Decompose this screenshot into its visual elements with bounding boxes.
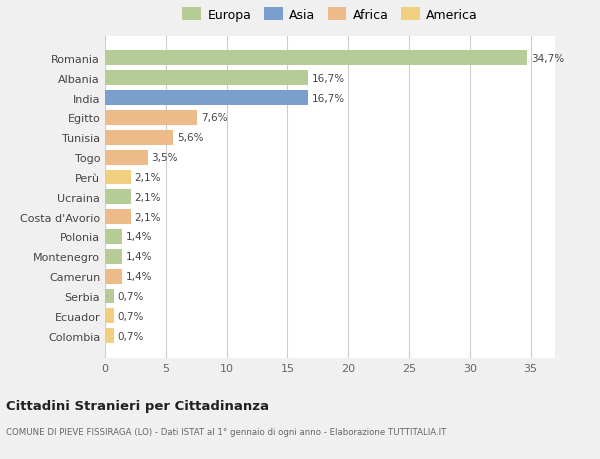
Bar	[105, 329, 113, 343]
Bar	[105, 269, 122, 284]
Text: 1,4%: 1,4%	[125, 232, 152, 242]
Bar	[105, 91, 308, 106]
Text: 16,7%: 16,7%	[312, 93, 345, 103]
Text: 2,1%: 2,1%	[134, 212, 161, 222]
Bar	[105, 170, 131, 185]
Bar	[105, 230, 122, 244]
Bar	[105, 151, 148, 165]
Bar	[105, 190, 131, 205]
Bar	[105, 289, 113, 304]
Bar	[105, 249, 122, 264]
Bar	[105, 111, 197, 126]
Text: 2,1%: 2,1%	[134, 173, 161, 183]
Text: 5,6%: 5,6%	[177, 133, 203, 143]
Text: 7,6%: 7,6%	[201, 113, 227, 123]
Bar	[105, 71, 308, 86]
Bar	[105, 130, 173, 146]
Text: Cittadini Stranieri per Cittadinanza: Cittadini Stranieri per Cittadinanza	[6, 399, 269, 412]
Text: COMUNE DI PIEVE FISSIRAGA (LO) - Dati ISTAT al 1° gennaio di ogni anno - Elabora: COMUNE DI PIEVE FISSIRAGA (LO) - Dati IS…	[6, 427, 446, 436]
Text: 16,7%: 16,7%	[312, 73, 345, 84]
Text: 3,5%: 3,5%	[151, 153, 178, 163]
Bar	[105, 51, 527, 66]
Text: 0,7%: 0,7%	[117, 311, 143, 321]
Text: 1,4%: 1,4%	[125, 252, 152, 262]
Legend: Europa, Asia, Africa, America: Europa, Asia, Africa, America	[180, 6, 480, 24]
Text: 2,1%: 2,1%	[134, 192, 161, 202]
Text: 1,4%: 1,4%	[125, 272, 152, 281]
Text: 34,7%: 34,7%	[530, 54, 564, 64]
Text: 0,7%: 0,7%	[117, 331, 143, 341]
Bar	[105, 210, 131, 224]
Bar	[105, 309, 113, 324]
Text: 0,7%: 0,7%	[117, 291, 143, 302]
